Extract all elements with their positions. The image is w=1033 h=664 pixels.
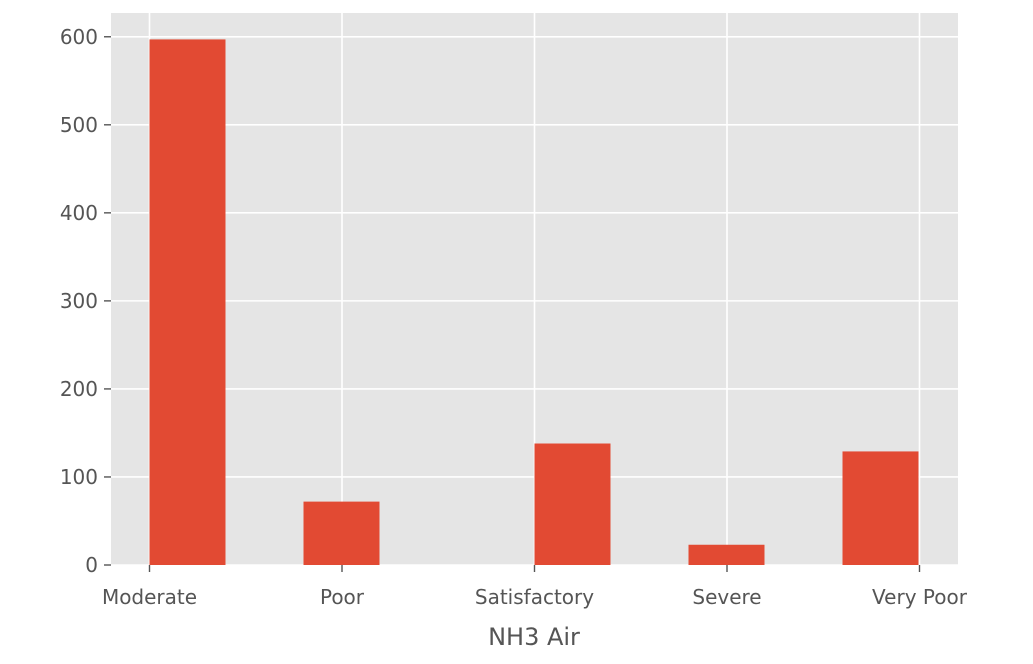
y-tick-label: 100 bbox=[60, 465, 98, 489]
x-axis-title: NH3 Air bbox=[488, 623, 580, 651]
x-tick-label: Satisfactory bbox=[475, 585, 594, 609]
x-tick-label: Very Poor bbox=[872, 585, 968, 609]
y-tick-label: 200 bbox=[60, 377, 98, 401]
y-axis-ticks: 0 100 200 300 400 500 600 bbox=[60, 25, 111, 577]
histogram-bar bbox=[149, 39, 226, 565]
y-tick-label: 0 bbox=[85, 553, 98, 577]
x-tick-label: Severe bbox=[692, 585, 761, 609]
x-tick-label: Poor bbox=[320, 585, 365, 609]
histogram-bar bbox=[688, 544, 765, 565]
x-tick-label: Moderate bbox=[102, 585, 197, 609]
y-tick-label: 300 bbox=[60, 289, 98, 313]
y-tick-label: 500 bbox=[60, 113, 98, 137]
y-tick-label: 600 bbox=[60, 25, 98, 49]
y-tick-label: 400 bbox=[60, 201, 98, 225]
x-axis-ticks: Moderate Poor Satisfactory Severe Very Poor bbox=[102, 565, 968, 609]
histogram-bar bbox=[534, 443, 611, 565]
histogram-bar bbox=[842, 451, 919, 565]
histogram-bar bbox=[303, 501, 380, 565]
bars bbox=[149, 39, 919, 565]
